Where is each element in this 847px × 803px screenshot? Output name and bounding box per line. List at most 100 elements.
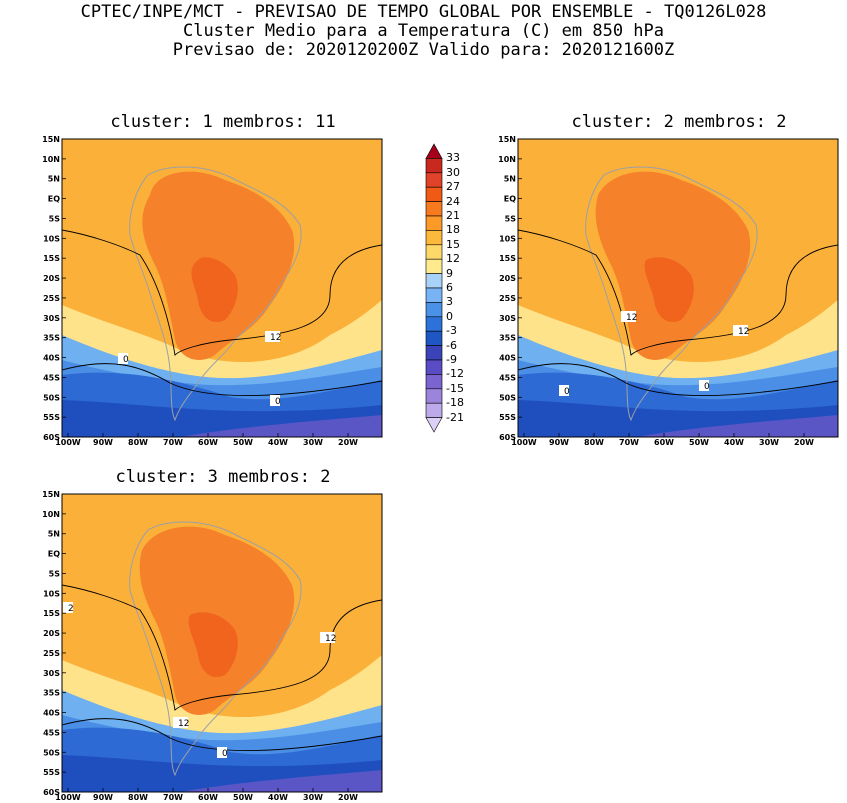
- lat-tick-label: 10N: [42, 155, 60, 164]
- colorbar-swatch: [425, 186, 443, 202]
- lon-tick-label: 90W: [93, 438, 113, 447]
- panel-1-title: cluster: 1 membros: 11: [110, 112, 336, 132]
- lat-tick-label: 10N: [42, 510, 60, 519]
- lat-tick-label: 55S: [43, 768, 60, 777]
- lat-tick-label: 35S: [43, 689, 60, 698]
- contour-label: 0: [704, 382, 710, 392]
- lat-tick-label: 50S: [499, 393, 516, 402]
- plot-frame: [61, 138, 383, 438]
- lat-tick-label: 10S: [43, 234, 60, 243]
- lat-tick-label: 40S: [43, 354, 60, 363]
- colorbar-label: -6: [446, 338, 457, 352]
- lat-tick-label: 45S: [499, 373, 516, 382]
- colorbar-label: 9: [446, 266, 453, 280]
- colorbar-label: -3: [446, 324, 457, 338]
- lat-tick-label: 5N: [504, 175, 516, 184]
- colorbar-swatch: [425, 143, 443, 159]
- lat-tick-label: 15N: [42, 135, 60, 144]
- coastline: [585, 166, 758, 422]
- colorbar-swatch: [425, 302, 443, 318]
- lon-tick-label: 80W: [584, 438, 604, 447]
- lon-tick-label: 90W: [93, 793, 113, 802]
- colorbar-label: -21: [446, 410, 464, 424]
- lat-tick-label: EQ: [48, 195, 60, 204]
- lat-tick-label: 40S: [43, 709, 60, 718]
- contour-label: 0: [275, 397, 281, 407]
- lat-tick-label: 20S: [43, 274, 60, 283]
- lon-tick-label: 40W: [268, 438, 288, 447]
- lon-tick-label: 20W: [338, 438, 358, 447]
- lon-tick-label: 90W: [549, 438, 569, 447]
- contour-label-bg: [320, 632, 335, 643]
- contour-12: [62, 229, 382, 356]
- colorbar-label: -15: [446, 381, 464, 395]
- lon-tick-label: 30W: [303, 438, 323, 447]
- panel-2-title: cluster: 2 membros: 2: [571, 112, 787, 132]
- lon-tick-label: 70W: [163, 793, 183, 802]
- contour-label-bg: [621, 311, 636, 322]
- contour-label-bg: [173, 717, 188, 728]
- lon-tick-label: 80W: [128, 793, 148, 802]
- lat-tick-label: 25S: [499, 294, 516, 303]
- lat-tick-label: 60S: [499, 433, 516, 442]
- contour-label: 12: [738, 327, 749, 337]
- lat-tick-label: 55S: [43, 413, 60, 422]
- colorbar-label: -12: [446, 367, 464, 381]
- plot-frame: [517, 138, 839, 438]
- hot-core: [644, 257, 694, 323]
- lat-tick-label: 5S: [505, 214, 517, 223]
- band-purple: [636, 415, 838, 437]
- colorbar-swatch: [425, 402, 443, 418]
- colorbar-swatch: [425, 417, 443, 433]
- colorbar: [425, 143, 443, 433]
- contour-label: 12: [325, 634, 336, 644]
- colorbar-label: 6: [446, 281, 453, 294]
- contour-0: [518, 363, 838, 396]
- colorbar-label: 27: [446, 180, 460, 194]
- contour-label-bg: [699, 380, 709, 391]
- lat-tick-label: 60S: [43, 433, 60, 442]
- lat-tick-label: 30S: [43, 669, 60, 678]
- colorbar-label: 3: [446, 295, 453, 309]
- contour-label-bg: [559, 385, 569, 396]
- lat-tick-label: 15S: [499, 254, 516, 263]
- forecast-dates: Previsao de: 2020120200Z Valido para: 20…: [172, 40, 675, 60]
- colorbar-swatch: [425, 201, 443, 217]
- contour-label: 2: [68, 604, 74, 614]
- lon-tick-label: 80W: [128, 438, 148, 447]
- lon-tick-label: 20W: [794, 438, 814, 447]
- plot-frame: [61, 493, 383, 793]
- contour-label-bg: [265, 331, 280, 342]
- lat-tick-label: 5N: [48, 175, 60, 184]
- map-panel-2: 12 12 0 0 15N 10N 5N EQ 5S 10S 15S 20S 25S 30S 35S 40S 4…: [498, 135, 839, 447]
- contour-label-bg: [63, 602, 73, 613]
- hot-core: [188, 612, 238, 678]
- lon-tick-label: 70W: [619, 438, 639, 447]
- lon-tick-label: 60W: [198, 438, 218, 447]
- colorbar-swatch: [425, 316, 443, 332]
- lon-tick-label: 50W: [233, 438, 253, 447]
- lon-tick-label: 50W: [689, 438, 709, 447]
- band-purple: [180, 415, 382, 437]
- colorbar-swatch: [425, 345, 443, 361]
- contour-label: 0: [123, 355, 129, 365]
- lat-tick-label: 45S: [43, 728, 60, 737]
- colorbar-label: 12: [446, 252, 460, 266]
- colorbar-swatch: [425, 244, 443, 260]
- lat-tick-label: 35S: [499, 334, 516, 343]
- lat-tick-label: 15N: [42, 490, 60, 499]
- colorbar-swatch: [425, 388, 443, 404]
- colorbar-label: 21: [446, 209, 460, 222]
- contour-label: 0: [564, 387, 570, 397]
- contour-label: 12: [270, 333, 281, 343]
- hot-core: [191, 257, 238, 323]
- colorbar-label: 0: [446, 309, 453, 323]
- band-purple: [180, 770, 382, 792]
- colorbar-swatch: [425, 258, 443, 274]
- contour-label: 0: [222, 749, 228, 759]
- lat-tick-label: 15S: [43, 254, 60, 263]
- lat-tick-label: 30S: [43, 314, 60, 323]
- lon-tick-label: 100W: [55, 793, 81, 802]
- lat-tick-label: 50S: [43, 393, 60, 402]
- lat-tick-label: 15S: [43, 609, 60, 618]
